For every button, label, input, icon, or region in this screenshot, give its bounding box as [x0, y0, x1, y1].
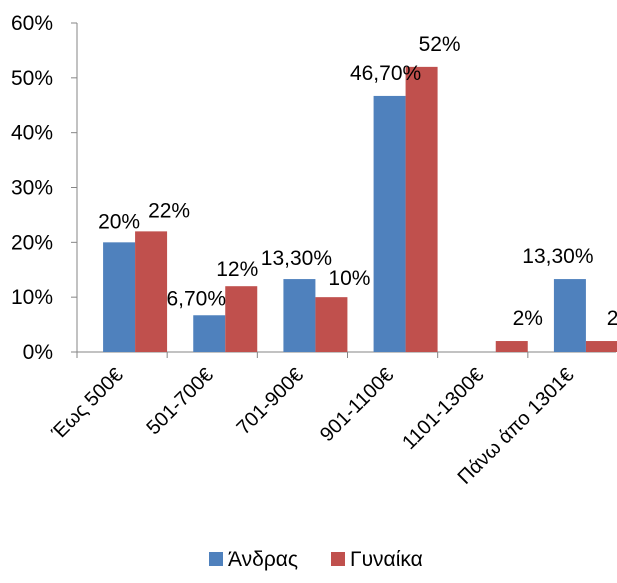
legend-item-female: Γυναίκα: [331, 548, 423, 571]
bar-male: [103, 242, 136, 352]
y-tick-label: 20%: [11, 231, 53, 254]
y-tick-label: 60%: [11, 12, 53, 35]
category-label: 701-900€: [233, 364, 308, 439]
data-label: 46,70%: [350, 62, 421, 85]
bar-female: [495, 341, 528, 352]
bar-male: [193, 315, 226, 352]
data-label: 2%: [513, 307, 543, 330]
data-label: 22%: [148, 199, 190, 222]
y-tick-label: 50%: [11, 67, 53, 90]
bar-female: [135, 231, 168, 352]
y-tick-label: 0%: [23, 341, 53, 364]
y-tick-label: 40%: [11, 122, 53, 145]
bar-male: [373, 95, 406, 352]
category-label: Έως 500€: [47, 364, 128, 445]
data-label: 13,30%: [522, 245, 593, 268]
category-label: 501-700€: [142, 364, 217, 439]
data-label: 20%: [98, 210, 140, 233]
bar-female: [585, 341, 617, 352]
y-tick-label: 30%: [11, 177, 53, 200]
bars: [103, 66, 617, 352]
bar-female: [405, 66, 438, 352]
data-label: 2%: [607, 307, 617, 330]
category-label: 1101-1300€: [398, 364, 488, 454]
data-label: 12%: [216, 258, 258, 281]
data-labels: 20% 22%6,70%12% 13,30%10%46,70%52%2%13,30%…: [98, 33, 617, 330]
bar-male: [283, 279, 316, 352]
y-tick-label: 10%: [11, 286, 53, 309]
bar-female: [315, 297, 348, 352]
legend-swatch: [209, 552, 223, 566]
category-labels: Έως 500€ 501-700€ 701-900€ 901-1100€ 1101-13…: [47, 364, 578, 489]
bar-male: [553, 279, 586, 352]
data-label: 10%: [328, 267, 370, 290]
category-label: 901-1100€: [316, 364, 398, 446]
data-label: 6,70%: [166, 287, 226, 310]
axes: 0% 10% 20% 30% 40% 50% 60%: [11, 12, 616, 364]
data-label: 52%: [419, 33, 461, 56]
legend-label: Γυναίκα: [350, 548, 423, 571]
data-label: 13,30%: [261, 247, 332, 270]
legend: Άνδρας Γυναίκα: [209, 548, 423, 571]
legend-swatch: [331, 552, 345, 566]
legend-item-male: Άνδρας: [209, 548, 298, 571]
bar-female: [225, 286, 258, 352]
legend-label: Άνδρας: [228, 548, 298, 571]
